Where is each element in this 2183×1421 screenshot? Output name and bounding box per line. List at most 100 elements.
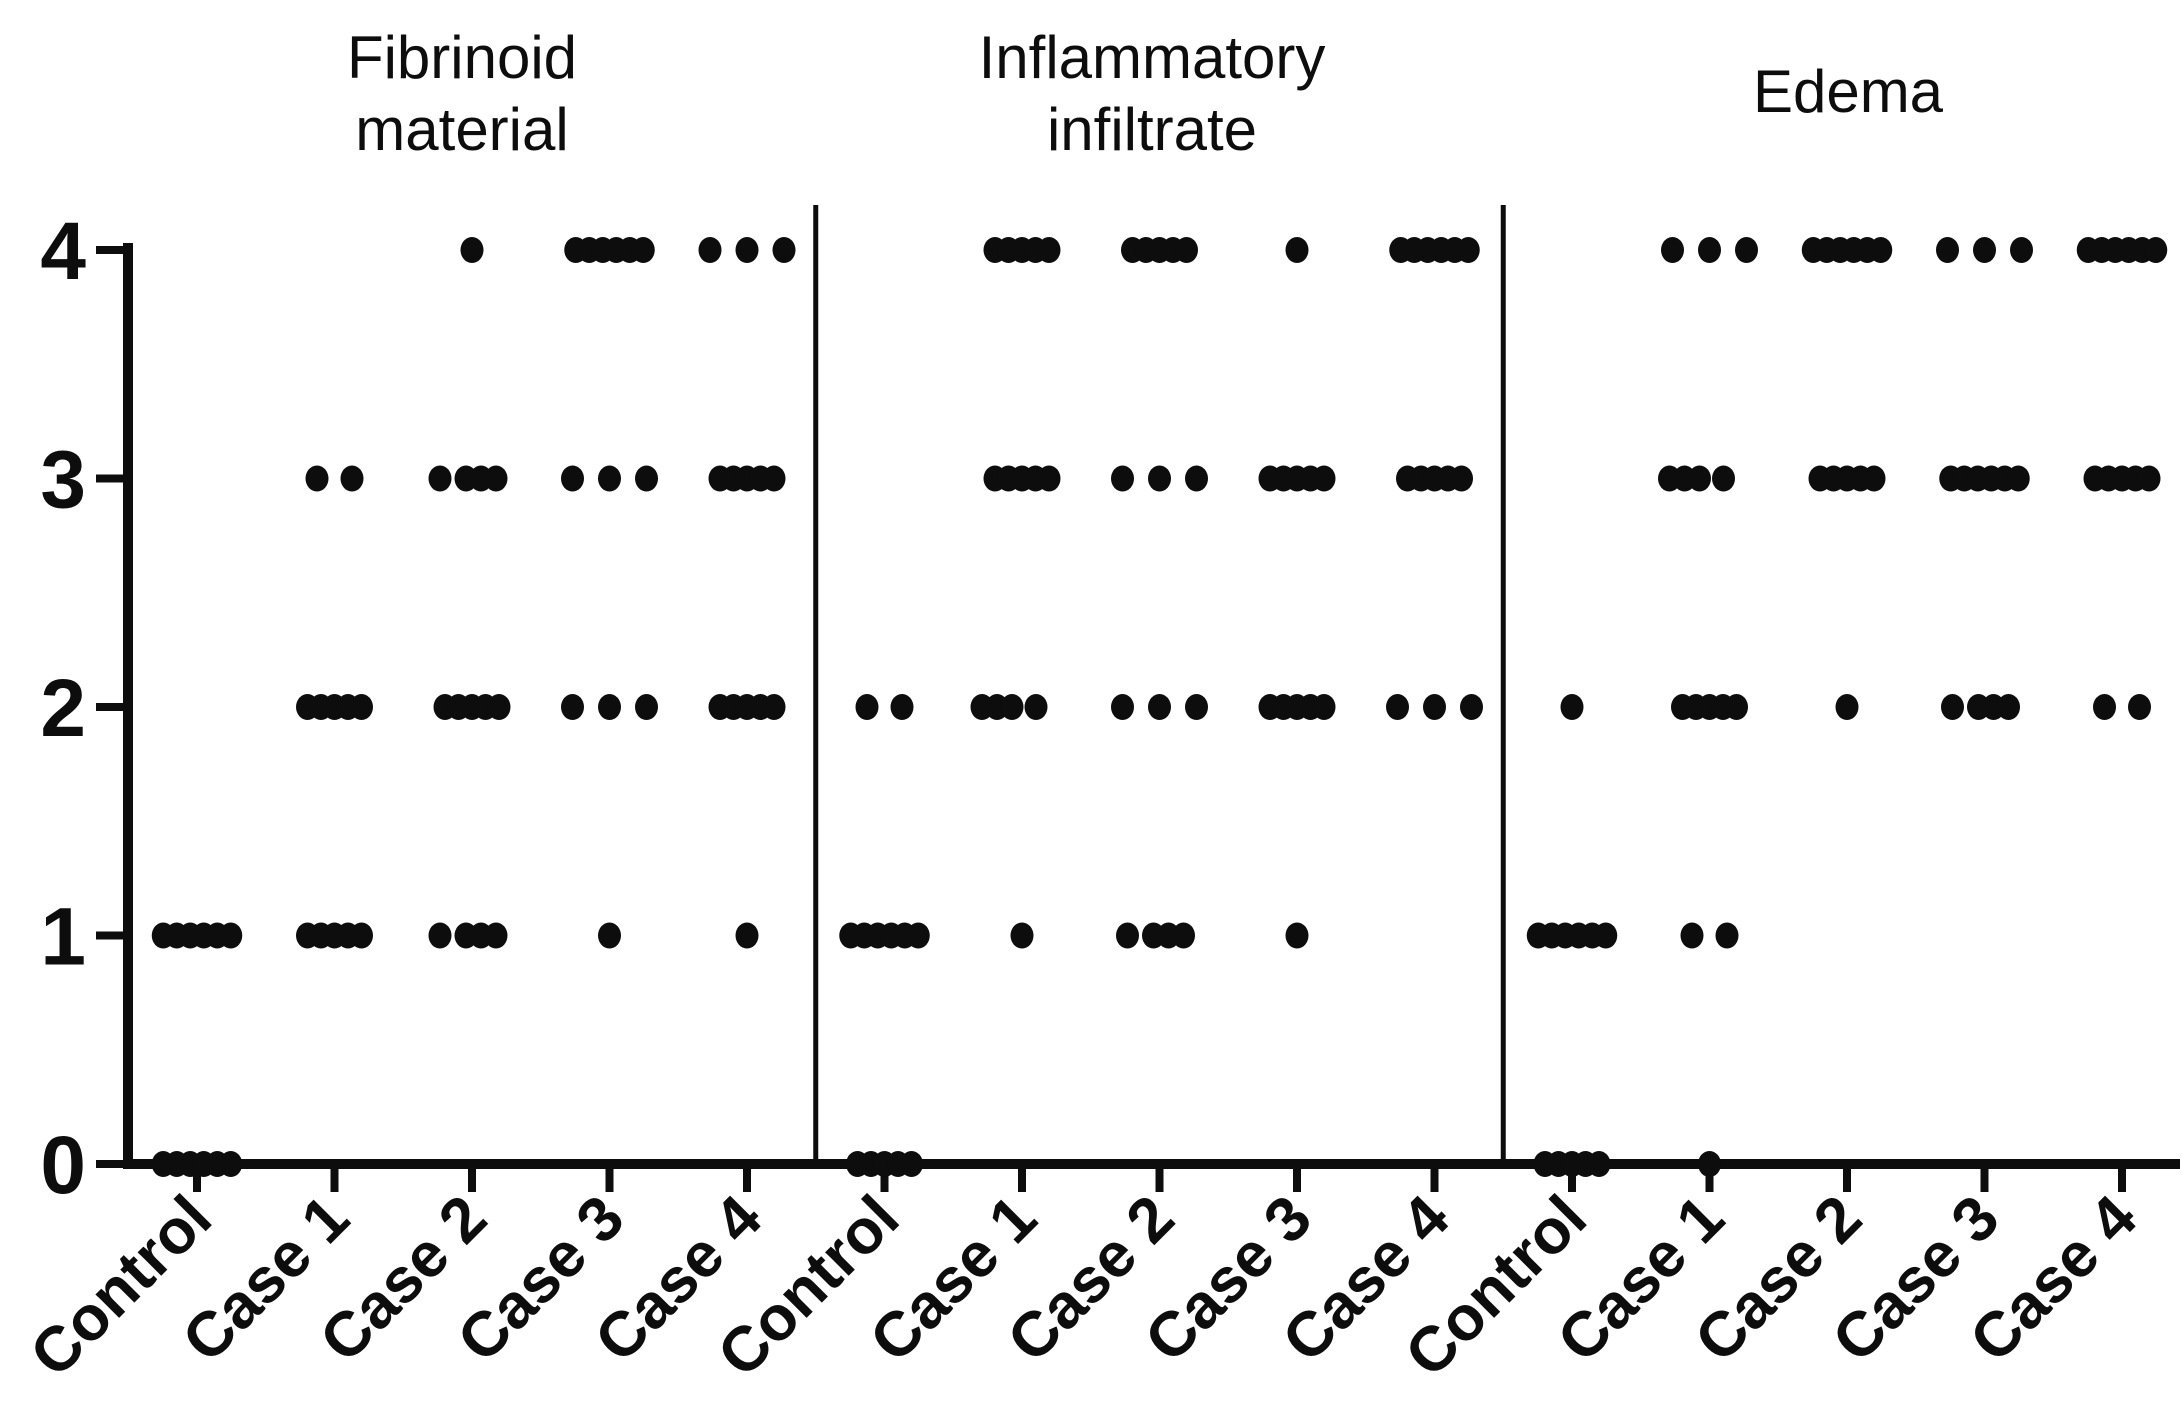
data-point [561,465,584,492]
data-point [1973,237,1996,263]
data-point [484,465,508,492]
data-point [762,465,786,492]
data-point [219,1151,243,1177]
data-point [1688,465,1711,492]
data-point [598,465,621,492]
y-axis-tick [96,703,126,711]
data-point [1037,237,1061,263]
data-point [1285,922,1309,949]
data-point [2144,237,2168,263]
y-tick-label: 4 [40,206,86,297]
x-axis-tick [330,1164,339,1192]
x-axis-tick [193,1164,201,1192]
x-axis-tick [1155,1164,1164,1192]
data-point [1185,694,1208,720]
x-axis-tick [1568,1164,1576,1192]
data-point [1148,465,1171,492]
data-point [1698,1151,1721,1177]
y-axis-tick [96,1160,126,1168]
y-tick-label: 3 [40,435,86,526]
x-axis-tick [1705,1164,1714,1192]
data-point [1148,694,1171,720]
data-point [1172,922,1195,949]
data-point [1735,237,1758,263]
data-point [1698,237,1721,263]
data-point [2010,237,2033,263]
x-axis-tick [1018,1164,1026,1192]
data-point [1835,694,1859,720]
data-point [428,922,452,949]
data-point [631,237,655,263]
data-point [305,465,329,492]
x-axis-tick [1293,1164,1301,1192]
data-point [772,237,796,263]
data-point [1111,694,1134,720]
x-axis-tick [2118,1164,2126,1192]
y-axis-tick [96,474,126,483]
x-group-label: Control [17,1182,225,1390]
data-point [1587,1151,1611,1177]
data-point [1285,237,1309,263]
data-point [1460,694,1483,720]
data-point [906,922,930,949]
data-point [1594,922,1618,949]
panel-title: material [355,96,568,163]
data-point [484,922,508,949]
data-point [561,694,584,720]
x-axis-tick [468,1164,476,1192]
data-point [1111,465,1134,492]
panel-title: infiltrate [1047,96,1257,163]
data-point [735,922,759,949]
data-point [698,237,722,263]
x-axis-tick [1430,1164,1439,1192]
data-point [1175,237,1198,263]
y-tick-label: 2 [40,663,86,754]
data-point [2137,465,2161,492]
data-points-layer [151,237,2168,1177]
data-point [1456,237,1480,263]
y-tick-label: 1 [40,892,86,983]
data-point [762,694,786,720]
data-point [1869,237,1893,263]
data-point [1185,465,1208,492]
data-point [487,694,511,720]
y-axis-line [123,243,133,1169]
data-point [1312,465,1336,492]
data-point [635,465,658,492]
data-point [1661,237,1684,263]
data-point [428,465,452,492]
data-point [1941,694,1964,720]
data-point [350,922,373,949]
data-point [900,1151,923,1177]
data-point [460,237,484,263]
y-tick-label: 0 [40,1120,86,1211]
x-axis-line [123,1159,2180,1169]
data-point [340,465,364,492]
data-point [1862,465,1886,492]
data-point [1712,465,1735,492]
panel-title: Edema [1753,58,1944,125]
data-point [855,694,879,720]
panel-divider-line [813,205,819,1164]
data-point [1037,465,1061,492]
x-axis-tick [1843,1164,1851,1192]
data-point [1312,694,1336,720]
data-point [1423,694,1446,720]
data-point [1997,694,2020,720]
data-point [1725,694,1748,720]
data-point [1450,465,1473,492]
x-axis-tick [1980,1164,1989,1192]
x-axis-tick [743,1164,751,1192]
panel-title: Fibrinoid [347,24,577,91]
data-point [1024,694,1048,720]
y-axis-tick [96,931,126,940]
data-point [598,694,621,720]
data-point [2128,694,2151,720]
panel-title: Inflammatory [979,24,1326,91]
data-point [2093,694,2116,720]
x-axis-tick [605,1164,614,1192]
axes-layer [96,205,2180,1192]
data-point [1000,694,1024,720]
